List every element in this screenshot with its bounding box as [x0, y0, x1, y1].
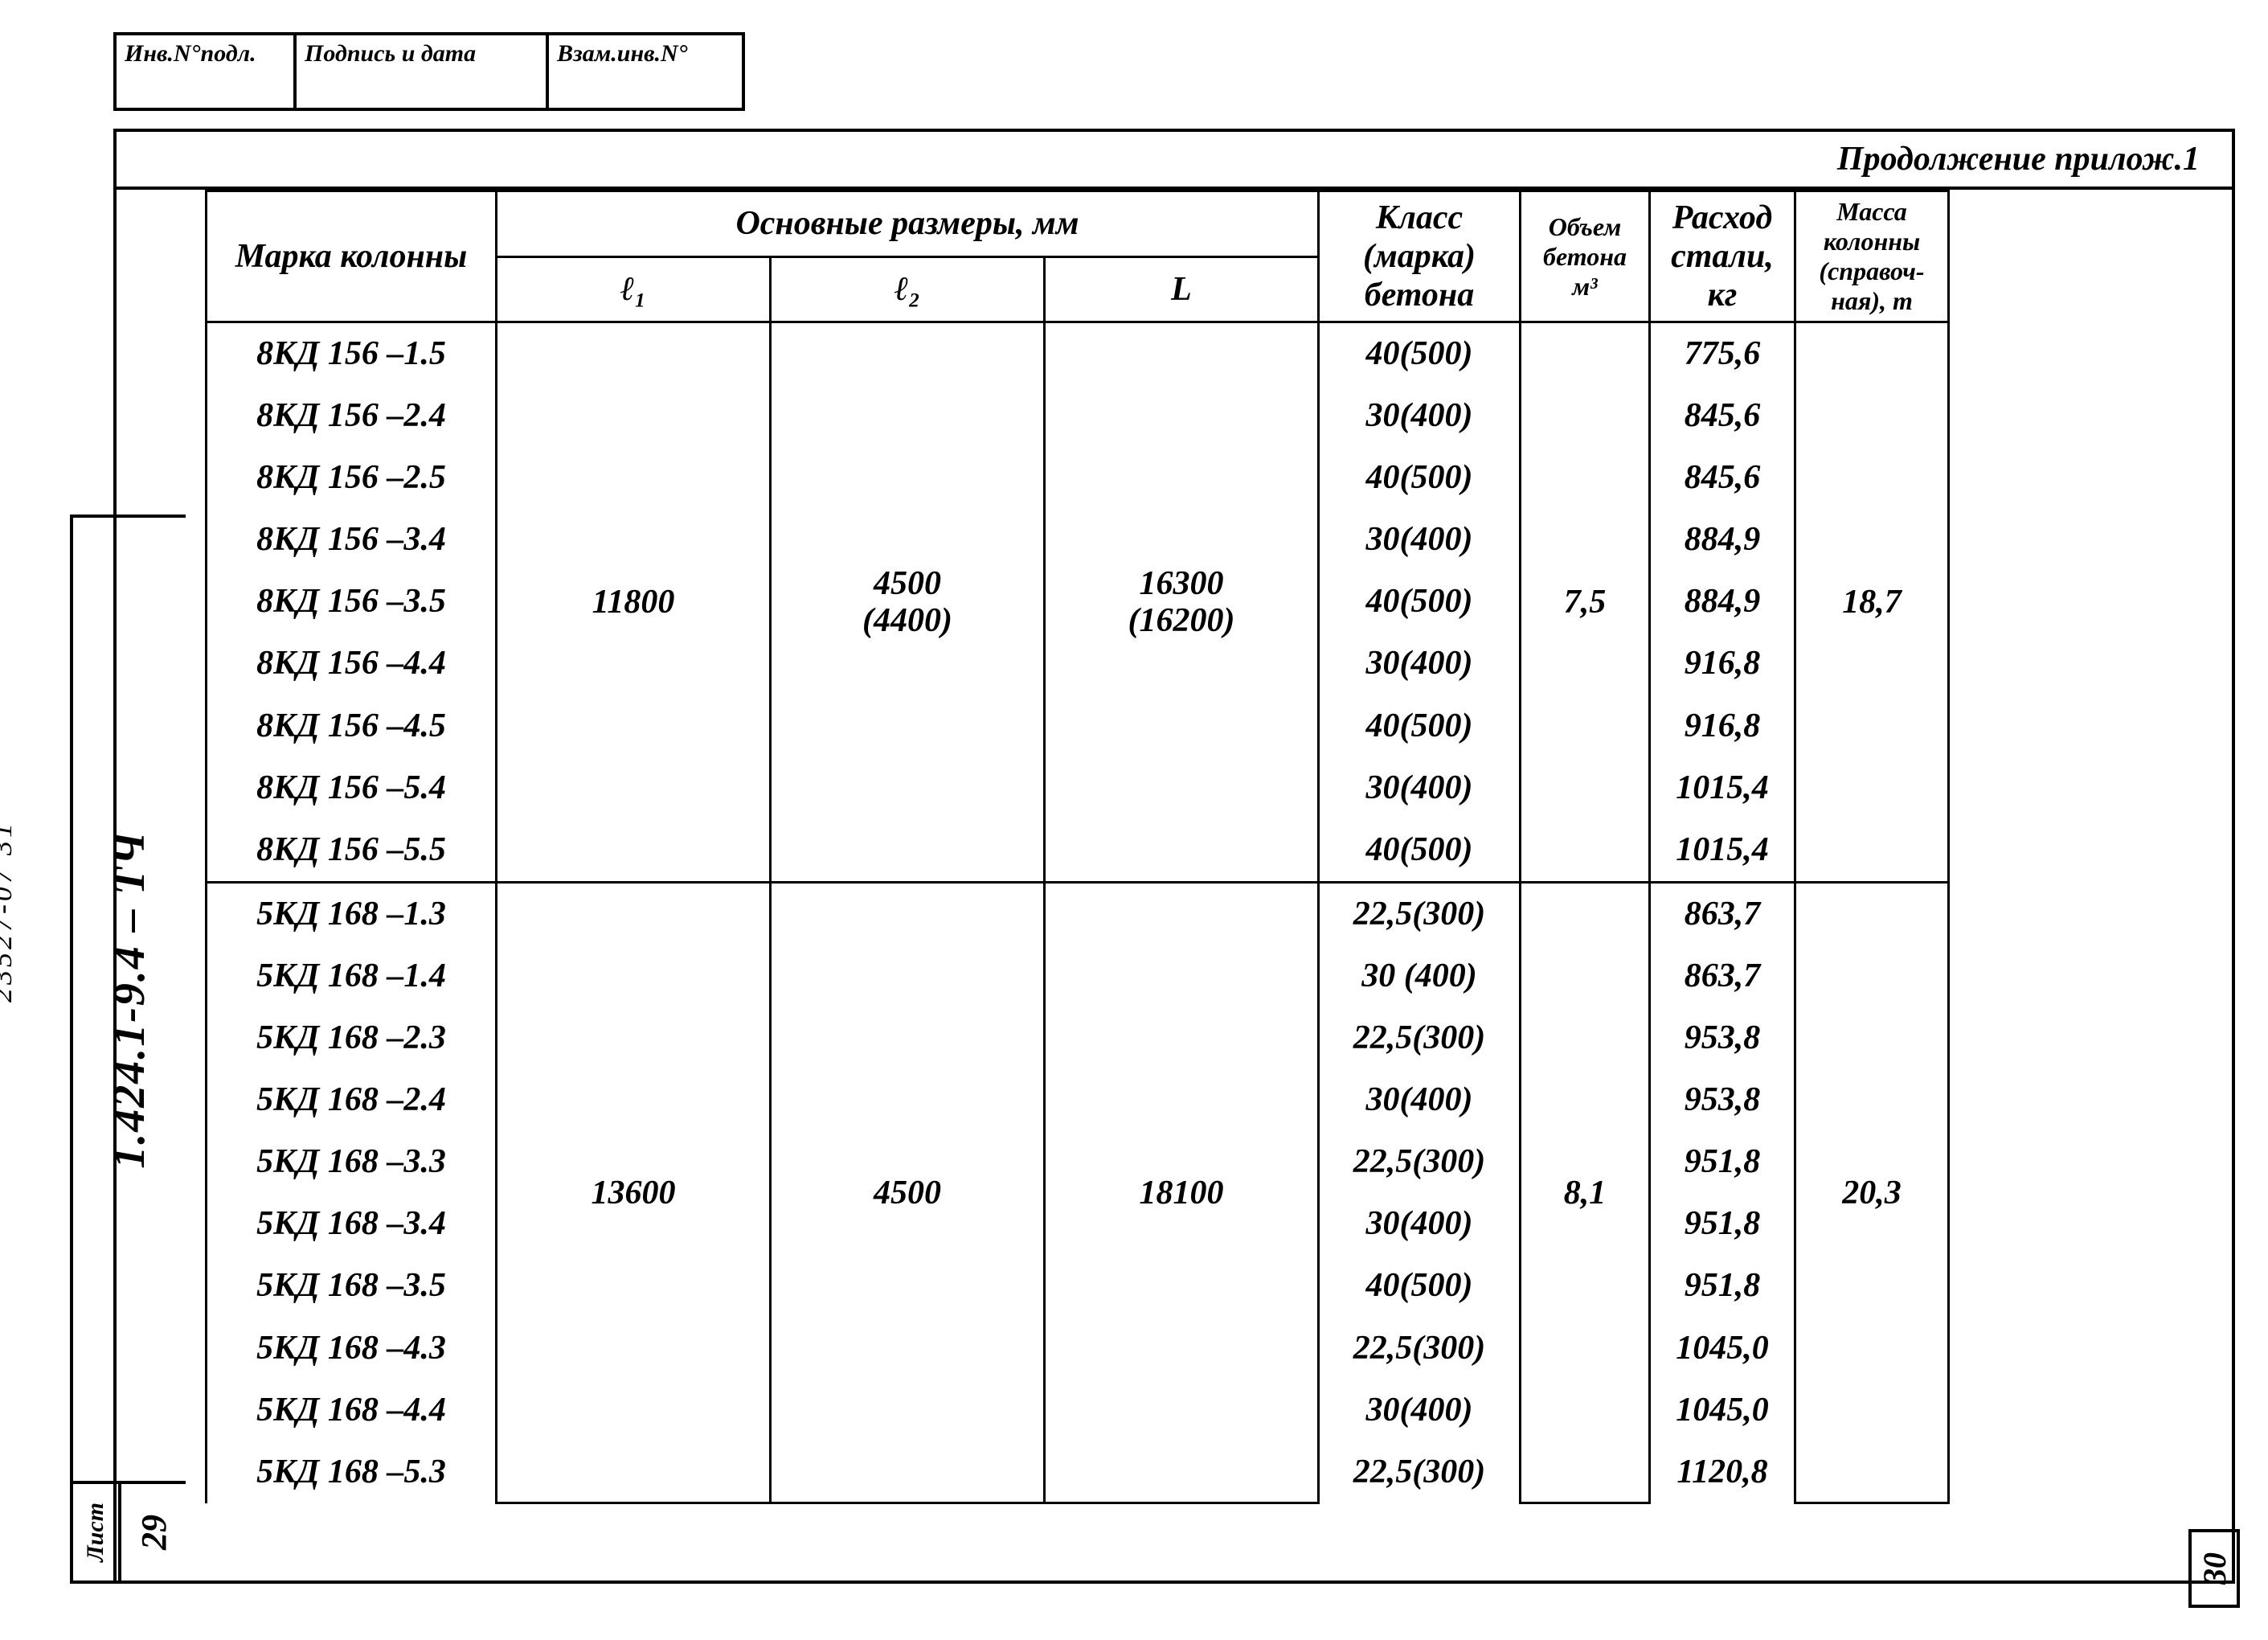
cell-marka: 8КД 156 –3.5	[207, 571, 497, 633]
cell-marka: 8КД 156 –5.5	[207, 819, 497, 883]
cell-rash: 916,8	[1650, 695, 1795, 757]
cell-marka: 8КД 156 –2.4	[207, 385, 497, 447]
cell-rash: 1015,4	[1650, 819, 1795, 883]
stamp-repl-inv: Взам.инв.N°	[549, 35, 742, 108]
hdr-klass: Класс (марка) бетона	[1319, 191, 1521, 322]
cell-klass: 40(500)	[1319, 571, 1521, 633]
cell-marka: 8КД 156 –4.5	[207, 695, 497, 757]
hdr-rash: Расход стали, кг	[1650, 191, 1795, 322]
cell-klass: 30(400)	[1319, 633, 1521, 695]
cell-rash: 953,8	[1650, 1069, 1795, 1131]
stamp-inv-no: Инв.N°подл.	[117, 35, 297, 108]
cell-klass: 22,5(300)	[1319, 882, 1521, 945]
cell-L: 18100	[1045, 882, 1319, 1503]
cell-rash: 951,8	[1650, 1131, 1795, 1193]
cell-rash: 884,9	[1650, 571, 1795, 633]
cell-klass: 30(400)	[1319, 1380, 1521, 1441]
cell-klass: 22,5(300)	[1319, 1441, 1521, 1503]
cell-rash: 845,6	[1650, 447, 1795, 509]
cell-rash: 916,8	[1650, 633, 1795, 695]
cell-klass: 40(500)	[1319, 322, 1521, 386]
cell-rash: 953,8	[1650, 1007, 1795, 1069]
cell-marka: 8КД 156 –5.4	[207, 757, 497, 819]
hdr-massa: Масса колонны (справоч- ная), т	[1795, 191, 1949, 322]
cell-marka: 8КД 156 –1.5	[207, 322, 497, 386]
hdr-l2: ℓ₂	[771, 256, 1045, 322]
cell-marka: 5КД 168 –5.3	[207, 1441, 497, 1503]
cell-massa: 18,7	[1795, 322, 1949, 883]
hdr-l1: ℓ₁	[497, 256, 771, 322]
cell-rash: 1045,0	[1650, 1318, 1795, 1380]
cell-marka: 5КД 168 –4.4	[207, 1380, 497, 1441]
columns-table: Марка колонны Основные размеры, мм Класс…	[205, 190, 1950, 1504]
cell-klass: 30(400)	[1319, 385, 1521, 447]
cell-marka: 8КД 156 –2.5	[207, 447, 497, 509]
cell-marka: 5КД 168 –2.4	[207, 1069, 497, 1131]
cell-rash: 951,8	[1650, 1193, 1795, 1255]
cell-klass: 22,5(300)	[1319, 1318, 1521, 1380]
cell-rash: 1120,8	[1650, 1441, 1795, 1503]
cell-marka: 5КД 168 –3.5	[207, 1255, 497, 1317]
continuation-title: Продолжение прилож.1	[117, 132, 2232, 190]
cell-rash: 845,6	[1650, 385, 1795, 447]
cell-klass: 30 (400)	[1319, 945, 1521, 1007]
archive-number: 23527-07 31	[0, 820, 18, 1002]
cell-marka: 5КД 168 –3.3	[207, 1131, 497, 1193]
cell-klass: 30(400)	[1319, 509, 1521, 571]
cell-marka: 8КД 156 –4.4	[207, 633, 497, 695]
cell-marka: 5КД 168 –2.3	[207, 1007, 497, 1069]
cell-l2: 4500(4400)	[771, 322, 1045, 883]
cell-rash: 863,7	[1650, 882, 1795, 945]
sheet-number: 29	[121, 1484, 186, 1581]
cell-marka: 5КД 168 –1.3	[207, 882, 497, 945]
cell-rash: 863,7	[1650, 945, 1795, 1007]
doc-number: 1.424.1-9.4 – ТЧ	[73, 518, 186, 1481]
cell-rash: 951,8	[1650, 1255, 1795, 1317]
cell-klass: 30(400)	[1319, 757, 1521, 819]
stamp-sign-date: Подпись и дата	[297, 35, 549, 108]
cell-marka: 5КД 168 –3.4	[207, 1193, 497, 1255]
title-block-stamp: Инв.N°подл. Подпись и дата Взам.инв.N°	[113, 32, 745, 111]
cell-marka: 8КД 156 –3.4	[207, 509, 497, 571]
page-number-right: 30	[2188, 1529, 2240, 1608]
cell-l2: 4500	[771, 882, 1045, 1503]
cell-rash: 1045,0	[1650, 1380, 1795, 1441]
cell-rash: 1015,4	[1650, 757, 1795, 819]
cell-klass: 30(400)	[1319, 1193, 1521, 1255]
hdr-obem: Объем бетона м³	[1521, 191, 1650, 322]
cell-massa: 20,3	[1795, 882, 1949, 1503]
cell-marka: 5КД 168 –1.4	[207, 945, 497, 1007]
hdr-dims: Основные размеры, мм	[497, 191, 1319, 257]
cell-klass: 40(500)	[1319, 695, 1521, 757]
drawing-frame: Продолжение прилож.1 Марка колонны Основ…	[113, 129, 2235, 1584]
cell-klass: 22,5(300)	[1319, 1007, 1521, 1069]
hdr-L: L	[1045, 256, 1319, 322]
cell-l1: 11800	[497, 322, 771, 883]
cell-marka: 5КД 168 –4.3	[207, 1318, 497, 1380]
cell-klass: 40(500)	[1319, 1255, 1521, 1317]
cell-obem: 7,5	[1521, 322, 1650, 883]
cell-rash: 884,9	[1650, 509, 1795, 571]
cell-rash: 775,6	[1650, 322, 1795, 386]
sheet-label: Лист	[73, 1484, 121, 1581]
side-title-block: 1.424.1-9.4 – ТЧ Лист 29	[70, 515, 186, 1584]
cell-klass: 40(500)	[1319, 447, 1521, 509]
cell-l1: 13600	[497, 882, 771, 1503]
cell-klass: 22,5(300)	[1319, 1131, 1521, 1193]
cell-obem: 8,1	[1521, 882, 1650, 1503]
cell-L: 16300(16200)	[1045, 322, 1319, 883]
cell-klass: 30(400)	[1319, 1069, 1521, 1131]
hdr-marka: Марка колонны	[207, 191, 497, 322]
cell-klass: 40(500)	[1319, 819, 1521, 883]
